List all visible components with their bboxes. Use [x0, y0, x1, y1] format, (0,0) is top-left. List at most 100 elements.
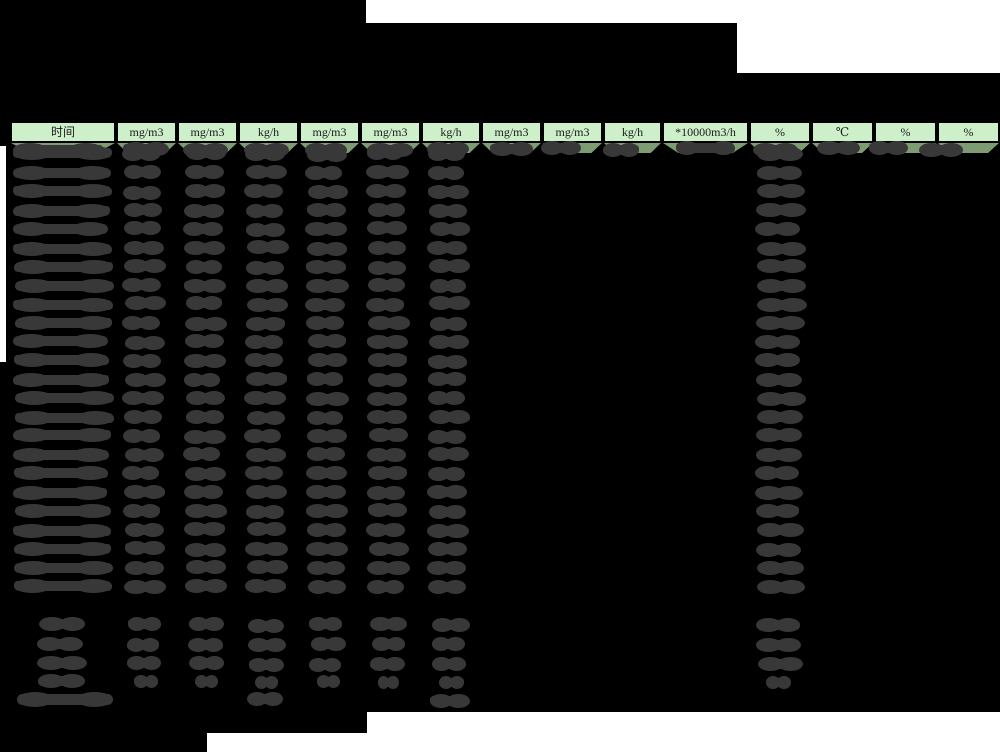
- redacted-value: [758, 656, 803, 671]
- redacted-value: [756, 166, 802, 181]
- redacted-value: [489, 142, 534, 157]
- redacted-value: [183, 429, 227, 444]
- redacted-value: [123, 185, 161, 200]
- redacted-value: [366, 409, 407, 424]
- redacted-value: [756, 316, 806, 331]
- redacted-value: [12, 447, 109, 462]
- redacted-value: [306, 203, 346, 218]
- redacted-value: [14, 390, 115, 405]
- redacted-value: [368, 278, 406, 293]
- redacted-value: [12, 485, 108, 500]
- redacted-value: [427, 165, 465, 180]
- redacted-value: [36, 656, 87, 671]
- redacted-value: [755, 638, 801, 653]
- redacted-value: [367, 560, 410, 575]
- redacted-value: [429, 316, 467, 331]
- redacted-value: [757, 392, 806, 407]
- redacted-value: [122, 466, 159, 481]
- redacted-value: [368, 202, 406, 217]
- redacted-value: [756, 580, 805, 595]
- redacted-value: [602, 142, 640, 157]
- redacted-value: [368, 465, 408, 480]
- redacted-subheader-cell: [938, 143, 999, 153]
- redacted-value: [14, 561, 114, 576]
- redacted-value: [367, 221, 408, 236]
- redacted-value: [183, 278, 226, 293]
- redacted-value: [429, 505, 466, 520]
- redacted-value: [366, 164, 409, 179]
- redacted-value: [367, 392, 407, 407]
- redacted-value: [306, 372, 344, 387]
- page-white-area-top: [366, 0, 1000, 23]
- redacted-value: [184, 334, 225, 349]
- redacted-value: [310, 636, 346, 651]
- redacted-value: [307, 334, 347, 349]
- redacted-value: [307, 352, 348, 367]
- redacted-value: [126, 638, 160, 653]
- redacted-value: [254, 675, 278, 689]
- redacted-value: [755, 373, 803, 388]
- redacted-value: [306, 465, 347, 480]
- redacted-value: [12, 372, 110, 387]
- redacted-value: [13, 165, 111, 180]
- redacted-value: [429, 258, 471, 273]
- redacted-value: [245, 203, 284, 218]
- redacted-value: [12, 523, 112, 538]
- redacted-value: [306, 503, 348, 518]
- column-unit-header-cell: kg/h: [423, 123, 479, 141]
- column-unit-header-cell: mg/m3: [544, 123, 601, 141]
- redacted-value: [186, 146, 226, 161]
- redacted-value: [367, 503, 408, 518]
- column-unit-header-cell: %: [939, 123, 998, 141]
- redacted-value: [122, 147, 161, 162]
- redacted-value: [432, 656, 467, 671]
- redacted-value: [306, 541, 349, 556]
- redacted-value: [429, 693, 471, 708]
- redacted-value: [754, 334, 801, 349]
- redacted-value: [183, 484, 223, 499]
- redacted-value: [308, 579, 347, 594]
- redacted-value: [124, 580, 166, 595]
- redacted-value: [15, 279, 115, 293]
- redacted-value: [868, 141, 908, 156]
- redacted-value: [185, 296, 223, 311]
- redacted-value: [127, 617, 162, 632]
- redacted-value: [123, 503, 160, 518]
- page-white-area-bottom-left: [207, 733, 367, 752]
- redacted-value: [248, 618, 285, 633]
- redacted-value: [675, 141, 735, 156]
- redacted-value: [541, 141, 581, 156]
- redacted-value: [757, 409, 804, 424]
- redacted-value: [755, 222, 800, 237]
- redacted-value: [13, 428, 111, 443]
- redacted-value: [757, 297, 807, 312]
- redacted-value: [37, 636, 83, 651]
- redacted-value: [185, 409, 224, 424]
- redacted-value: [306, 447, 345, 462]
- redacted-value: [427, 147, 466, 162]
- redacted-value: [124, 259, 167, 274]
- page-white-area-bottom-right: [367, 712, 1000, 752]
- column-unit-header-cell: *10000m3/h: [664, 123, 747, 141]
- redacted-value: [429, 409, 471, 424]
- redacted-value: [246, 559, 289, 574]
- redacted-value: [766, 675, 792, 689]
- redacted-value: [755, 618, 801, 633]
- redacted-value: [245, 504, 285, 519]
- redacted-value: [124, 541, 166, 556]
- redacted-value: [306, 411, 344, 426]
- redacted-value: [756, 259, 807, 274]
- redacted-value: [14, 260, 114, 275]
- redacted-value: [368, 241, 406, 256]
- redacted-value: [306, 429, 347, 444]
- redacted-value: [306, 523, 346, 538]
- redacted-value: [754, 353, 800, 368]
- redacted-value: [184, 203, 224, 218]
- redacted-value: [372, 636, 405, 651]
- redacted-value: [123, 354, 161, 369]
- redacted-value: [188, 638, 224, 653]
- redacted-value: [245, 223, 285, 238]
- redacted-value: [366, 183, 406, 198]
- redacted-value: [244, 579, 287, 594]
- redacted-value: [428, 542, 468, 557]
